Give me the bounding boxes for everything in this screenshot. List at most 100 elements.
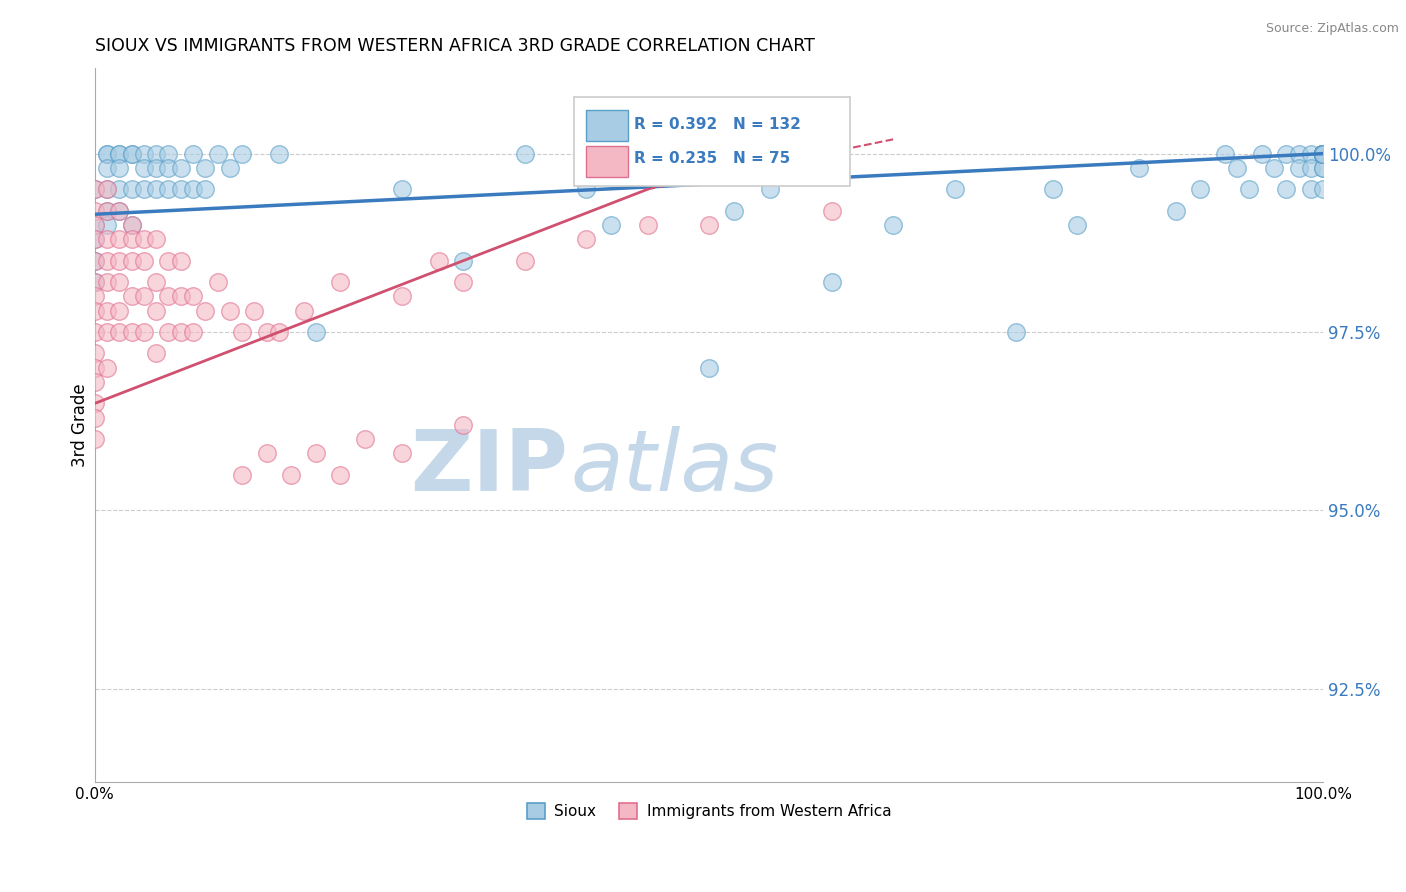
Point	[132, 182, 155, 196]
Point	[1312, 146, 1334, 161]
Point	[1312, 146, 1334, 161]
Point	[194, 182, 217, 196]
Point	[83, 203, 105, 218]
Point	[637, 218, 659, 232]
Point	[83, 253, 105, 268]
Legend: Sioux, Immigrants from Western Africa: Sioux, Immigrants from Western Africa	[520, 797, 897, 825]
Point	[1312, 146, 1334, 161]
Point	[256, 325, 278, 339]
Point	[1312, 146, 1334, 161]
Point	[1312, 146, 1334, 161]
Point	[305, 446, 328, 460]
Point	[96, 182, 118, 196]
Point	[1066, 218, 1088, 232]
Point	[157, 289, 180, 303]
Point	[1312, 146, 1334, 161]
Point	[354, 432, 377, 446]
Point	[1312, 146, 1334, 161]
Point	[83, 218, 105, 232]
Point	[157, 325, 180, 339]
Point	[1312, 146, 1334, 161]
Point	[1312, 146, 1334, 161]
Point	[759, 182, 782, 196]
Point	[96, 303, 118, 318]
Point	[108, 203, 131, 218]
Point	[391, 182, 413, 196]
Point	[83, 253, 105, 268]
Point	[96, 360, 118, 375]
Point	[1312, 146, 1334, 161]
Point	[1312, 146, 1334, 161]
Point	[1042, 182, 1064, 196]
Point	[83, 232, 105, 246]
Point	[1312, 146, 1334, 161]
Point	[132, 253, 155, 268]
Point	[1312, 182, 1334, 196]
Point	[1312, 146, 1334, 161]
Point	[231, 146, 253, 161]
Point	[83, 182, 105, 196]
Point	[1312, 146, 1334, 161]
FancyBboxPatch shape	[586, 145, 628, 178]
Point	[1312, 146, 1334, 161]
Point	[231, 467, 253, 482]
Point	[96, 232, 118, 246]
Point	[1312, 146, 1334, 161]
Point	[83, 396, 105, 410]
Point	[1312, 146, 1334, 161]
Point	[1312, 146, 1334, 161]
Point	[83, 410, 105, 425]
Point	[96, 203, 118, 218]
Point	[1005, 325, 1028, 339]
Point	[145, 275, 167, 289]
Point	[1312, 146, 1334, 161]
Point	[1299, 161, 1322, 175]
Point	[513, 146, 536, 161]
Point	[1312, 146, 1334, 161]
Point	[132, 232, 155, 246]
Point	[391, 446, 413, 460]
Point	[280, 467, 302, 482]
Point	[121, 253, 143, 268]
Point	[1312, 146, 1334, 161]
Point	[121, 218, 143, 232]
Point	[1288, 161, 1310, 175]
Text: atlas: atlas	[571, 426, 778, 509]
Point	[219, 303, 242, 318]
Point	[575, 182, 598, 196]
Point	[108, 146, 131, 161]
Point	[1312, 161, 1334, 175]
Point	[108, 146, 131, 161]
Point	[108, 325, 131, 339]
Point	[267, 325, 290, 339]
Point	[1312, 146, 1334, 161]
Point	[1312, 146, 1334, 161]
Point	[575, 232, 598, 246]
Point	[181, 146, 204, 161]
Point	[697, 360, 720, 375]
Point	[1312, 146, 1334, 161]
Point	[453, 417, 475, 432]
Point	[1213, 146, 1236, 161]
Point	[329, 275, 352, 289]
Point	[108, 232, 131, 246]
Point	[1312, 146, 1334, 161]
Point	[1250, 146, 1272, 161]
Point	[391, 289, 413, 303]
Point	[1312, 146, 1334, 161]
Point	[1312, 146, 1334, 161]
Text: Source: ZipAtlas.com: Source: ZipAtlas.com	[1265, 22, 1399, 36]
Point	[145, 232, 167, 246]
Point	[181, 325, 204, 339]
Point	[1189, 182, 1212, 196]
Point	[108, 182, 131, 196]
Point	[96, 203, 118, 218]
Point	[1312, 146, 1334, 161]
Point	[1312, 146, 1334, 161]
Point	[157, 161, 180, 175]
Point	[157, 253, 180, 268]
Point	[1312, 146, 1334, 161]
Point	[1312, 161, 1334, 175]
Point	[170, 161, 193, 175]
Point	[943, 182, 966, 196]
